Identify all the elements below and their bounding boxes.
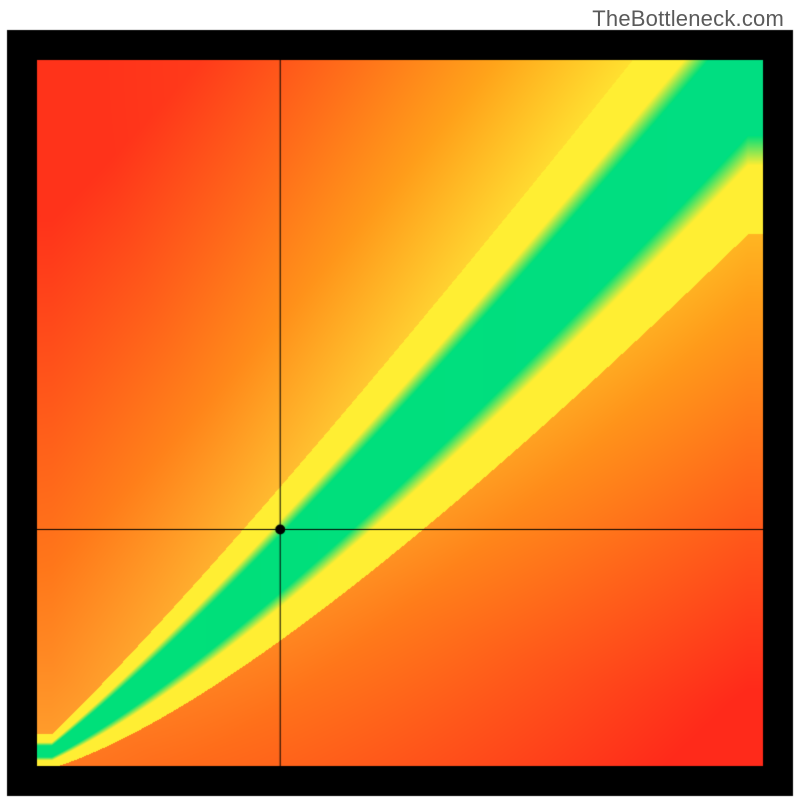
bottleneck-heatmap [0, 0, 800, 800]
